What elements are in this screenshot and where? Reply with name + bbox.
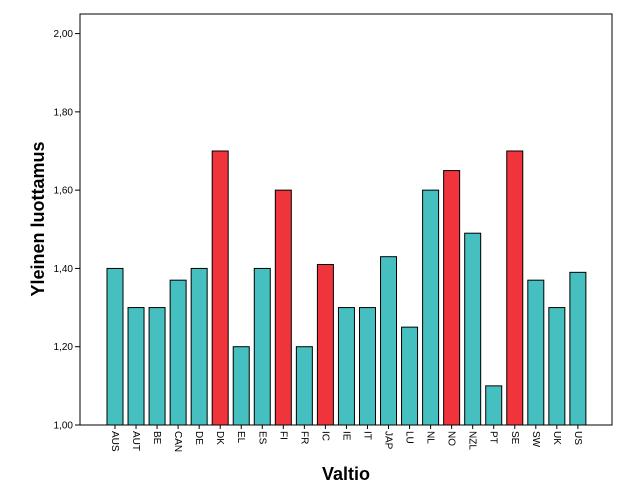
bar-lu [401,326,419,426]
x-tick-label: FI [277,431,288,440]
x-tick-label: AUT [130,431,141,451]
x-tick-label: LU [404,431,415,444]
x-axis-title: Valtio [322,464,370,484]
x-tick-label: BE [151,431,162,445]
bar-de [190,267,208,426]
bar-jap [380,256,398,426]
x-tick-label: ES [256,431,267,445]
x-tick-label: PT [488,431,499,444]
bar-be [148,307,166,426]
bar-ic [316,264,334,426]
x-tick-label: NO [446,431,457,446]
y-tick-label: 1,80 [54,107,74,118]
x-tick-label: IC [319,431,330,441]
x-tick-label: FR [298,431,309,444]
x-tick-label: UK [551,431,562,445]
bar-se [506,150,524,426]
y-tick-label: 1,60 [54,186,74,197]
y-axis-title: Yleinen luottamus [28,141,48,296]
bar-aus [106,267,124,426]
x-tick-label: IE [340,431,351,441]
bar-nl [422,189,440,426]
x-tick-label: US [572,431,583,445]
x-tick-label: IT [361,431,372,440]
x-tick-label: CAN [172,431,183,452]
x-tick-label: DK [214,431,225,445]
bar-pt [485,385,503,426]
y-tick-label: 1,00 [54,421,74,432]
x-tick-label: JAP [383,431,394,450]
x-tick-label: SW [530,431,541,448]
bar-ie [337,307,355,426]
x-tick-label: AUS [109,431,120,452]
bar-sw [527,279,545,426]
x-axis: AUS AUT BE CAN DE DK EL ES FI FR IC IE IT JAP LU NL NO NZ… [109,425,583,452]
bar-aut [127,307,145,426]
y-tick-label: 1,40 [54,264,74,275]
bar-us [569,271,587,426]
bar-fr [295,346,313,426]
y-axis: 1,00 1,20 1,40 1,60 1,80 2,00 [54,29,80,432]
bar-uk [548,307,566,426]
x-tick-label: SE [509,431,520,445]
bar-fi [274,189,292,426]
bar-it [358,307,376,426]
x-tick-label: NZL [467,431,478,450]
bar-nzl [464,232,482,426]
bar-el [232,346,250,426]
bar-no [443,170,461,426]
bar-es [253,267,271,426]
bar-dk [211,150,229,426]
y-tick-label: 2,00 [54,29,74,40]
x-tick-label: DE [193,431,204,445]
x-tick-label: NL [425,431,436,444]
bar-can [169,279,187,426]
y-tick-label: 1,20 [54,342,74,353]
bars-group [106,150,587,426]
x-tick-label: EL [235,431,246,444]
